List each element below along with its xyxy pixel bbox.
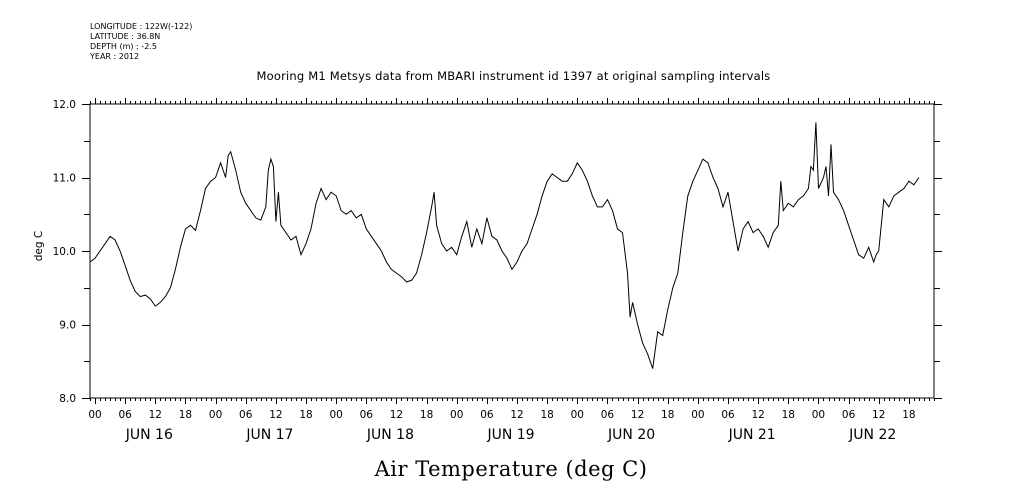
x-hour-label: 06 <box>842 409 856 421</box>
x-hour-label: 06 <box>601 409 615 421</box>
x-hour-label: 18 <box>179 409 192 421</box>
x-hour-label: 06 <box>721 409 735 421</box>
x-axis-title: Air Temperature (deg C) <box>374 457 648 481</box>
x-hour-label: 00 <box>571 409 584 421</box>
air-temperature-line <box>89 122 920 369</box>
x-hour-label: 12 <box>390 409 403 421</box>
x-day-labels: JUN 16 JUN 17 JUN 18 JUN 19 JUN 20 JUN 21 JUN … <box>125 427 897 443</box>
x-day-label: JUN 19 <box>486 427 534 443</box>
x-day-label: JUN 21 <box>728 427 776 443</box>
x-hour-label: 12 <box>510 409 523 421</box>
x-hour-label: 06 <box>239 409 253 421</box>
x-hour-label: 00 <box>209 409 222 421</box>
x-hour-label: 06 <box>480 409 494 421</box>
chart-title: Mooring M1 Metsys data from MBARI instru… <box>256 69 771 83</box>
x-hour-label: 12 <box>872 409 885 421</box>
x-hour-label: 00 <box>812 409 825 421</box>
x-hour-label: 00 <box>88 409 101 421</box>
x-hour-label: 18 <box>661 409 674 421</box>
y-axis-label: deg C <box>33 231 45 261</box>
tick-marks <box>82 98 942 404</box>
x-hour-label: 00 <box>450 409 463 421</box>
x-hour-label: 12 <box>269 409 282 421</box>
latitude-label: LATITUDE : 36.8N <box>90 32 161 41</box>
y-tick-labels: 8.0 9.0 10.0 11.0 12.0 <box>53 99 76 405</box>
x-hour-label: 18 <box>902 409 915 421</box>
y-tick-label: 11.0 <box>53 173 76 185</box>
x-hour-label: 18 <box>420 409 433 421</box>
longitude-label: LONGITUDE : 122W(-122) <box>90 22 193 31</box>
year-label: YEAR : 2012 <box>90 52 140 61</box>
depth-label: DEPTH (m) : -2.5 <box>90 42 157 51</box>
x-day-label: JUN 22 <box>848 427 896 443</box>
x-day-label: JUN 17 <box>245 427 293 443</box>
y-tick-label: 9.0 <box>59 320 76 332</box>
metadata-block: LONGITUDE : 122W(-122) LATITUDE : 36.8N … <box>90 22 192 62</box>
y-tick-label: 10.0 <box>53 246 76 258</box>
x-hour-label: 18 <box>782 409 795 421</box>
plot-frame <box>89 103 935 399</box>
x-hour-label: 06 <box>360 409 374 421</box>
x-hour-label: 06 <box>118 409 132 421</box>
x-hour-label: 00 <box>329 409 342 421</box>
y-tick-label: 12.0 <box>53 99 76 111</box>
y-tick-label: 8.0 <box>59 393 76 405</box>
x-day-label: JUN 18 <box>366 427 414 443</box>
x-hour-label: 18 <box>299 409 312 421</box>
x-hour-label: 12 <box>631 409 644 421</box>
x-day-label: JUN 20 <box>607 427 655 443</box>
x-hour-label: 12 <box>149 409 162 421</box>
x-hour-label: 18 <box>540 409 553 421</box>
x-day-label: JUN 16 <box>125 427 173 443</box>
x-hour-label: 00 <box>691 409 704 421</box>
x-hour-label: 12 <box>751 409 764 421</box>
x-tick-labels: 00 06 12 18 00 06 12 18 00 06 12 18 00 06 12 18 00 06 12 18… <box>88 409 915 421</box>
